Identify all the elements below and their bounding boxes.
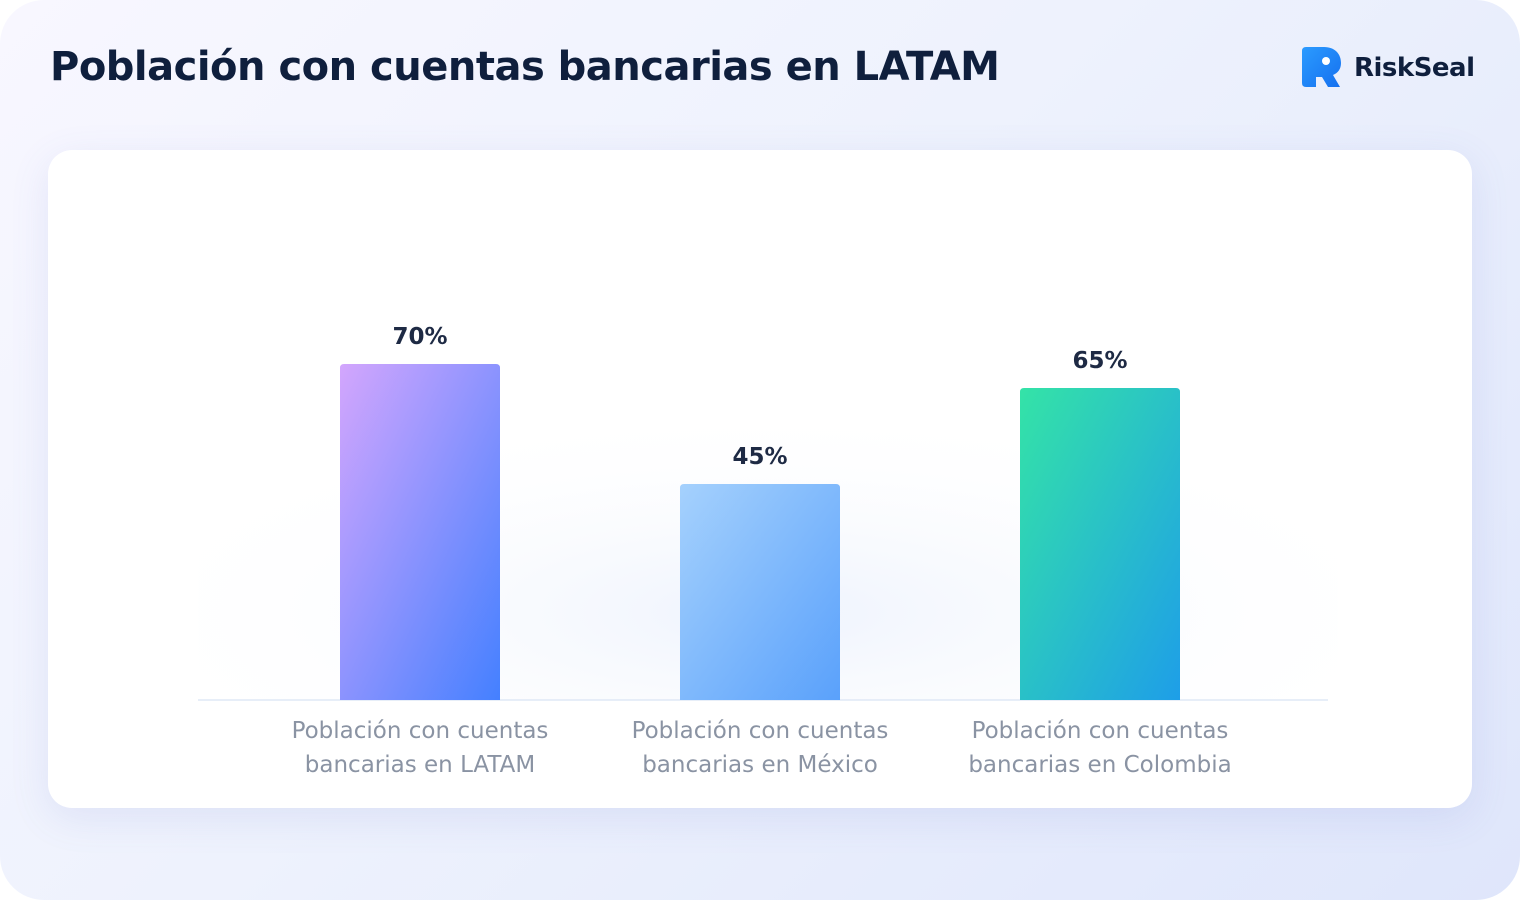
bar-2 [680, 484, 840, 700]
value-label-3: 65% [1072, 348, 1127, 374]
bar-chart: 70% Población con cuentas bancarias en LAT… [198, 324, 1338, 778]
value-label-1: 70% [392, 324, 447, 350]
bar-3 [1020, 388, 1180, 700]
category-label-3: Población con cuentas bancarias en Colomb… [968, 718, 1231, 778]
riskseal-logo-icon [1302, 47, 1341, 87]
page-title: Población con cuentas bancarias en LATAM [50, 44, 1000, 90]
brand-logo: RiskSeal [1302, 47, 1475, 89]
bar-1 [340, 364, 500, 700]
brand-name: RiskSeal [1354, 53, 1475, 83]
chart-card: 70% Población con cuentas bancarias en LAT… [48, 150, 1472, 808]
value-label-2: 45% [732, 444, 787, 470]
category-label-2: Población con cuentas bancarias en México [632, 718, 889, 778]
category-label-1: Población con cuentas bancarias en LATAM [292, 718, 549, 778]
